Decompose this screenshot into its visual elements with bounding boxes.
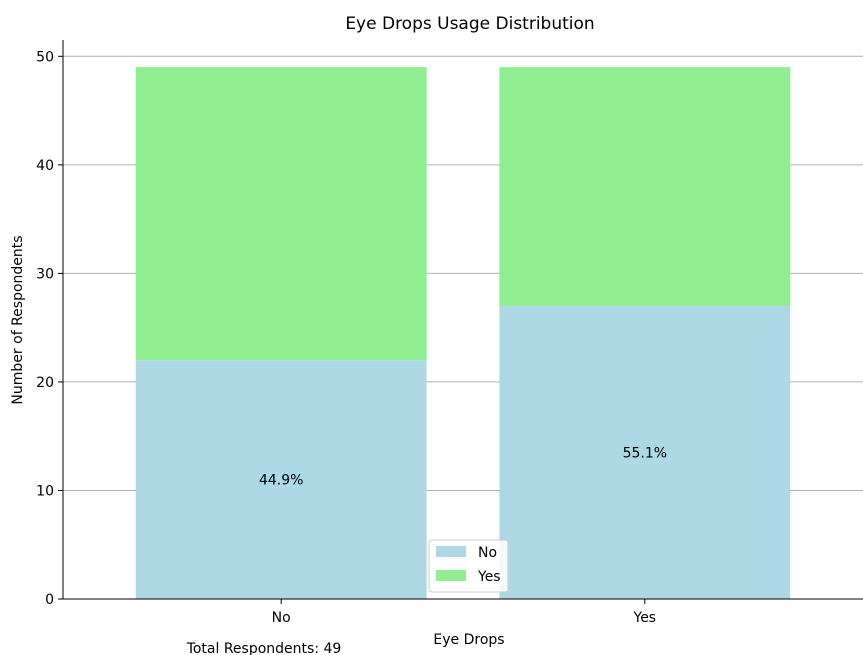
x-ticks: No Yes: [272, 599, 656, 626]
y-ticks: 0 10 20 30 40 50: [36, 49, 63, 608]
y-tick-label: 50: [36, 49, 54, 65]
legend-label-yes: Yes: [477, 569, 501, 585]
bar-yes-yes: [499, 67, 791, 306]
y-tick-label: 0: [45, 592, 54, 608]
bar-percent-label: 44.9%: [259, 473, 303, 489]
chart-title: Eye Drops Usage Distribution: [345, 14, 594, 34]
bars: [135, 67, 791, 599]
bar-yes-no: [499, 305, 791, 599]
y-tick-label: 10: [36, 483, 54, 499]
bar-no-no: [135, 360, 427, 599]
axes: [62, 40, 863, 600]
bar-no-yes: [135, 67, 427, 361]
legend-label-no: No: [478, 545, 497, 561]
y-tick-label: 30: [36, 266, 54, 282]
legend-swatch-no: [436, 546, 466, 557]
bar-percent-label: 55.1%: [623, 445, 667, 461]
x-tick-label: No: [272, 610, 291, 626]
y-axis-title: Number of Respondents: [10, 235, 26, 404]
y-tick-label: 40: [36, 158, 54, 174]
y-tick-label: 20: [36, 375, 54, 391]
x-axis-title: Eye Drops: [433, 632, 504, 648]
legend-swatch-yes: [436, 570, 466, 581]
legend: No Yes: [428, 539, 509, 593]
bar-labels: 44.9% 55.1%: [259, 445, 667, 488]
total-respondents-note: Total Respondents: 49: [186, 641, 342, 655]
x-tick-label: Yes: [633, 610, 657, 626]
